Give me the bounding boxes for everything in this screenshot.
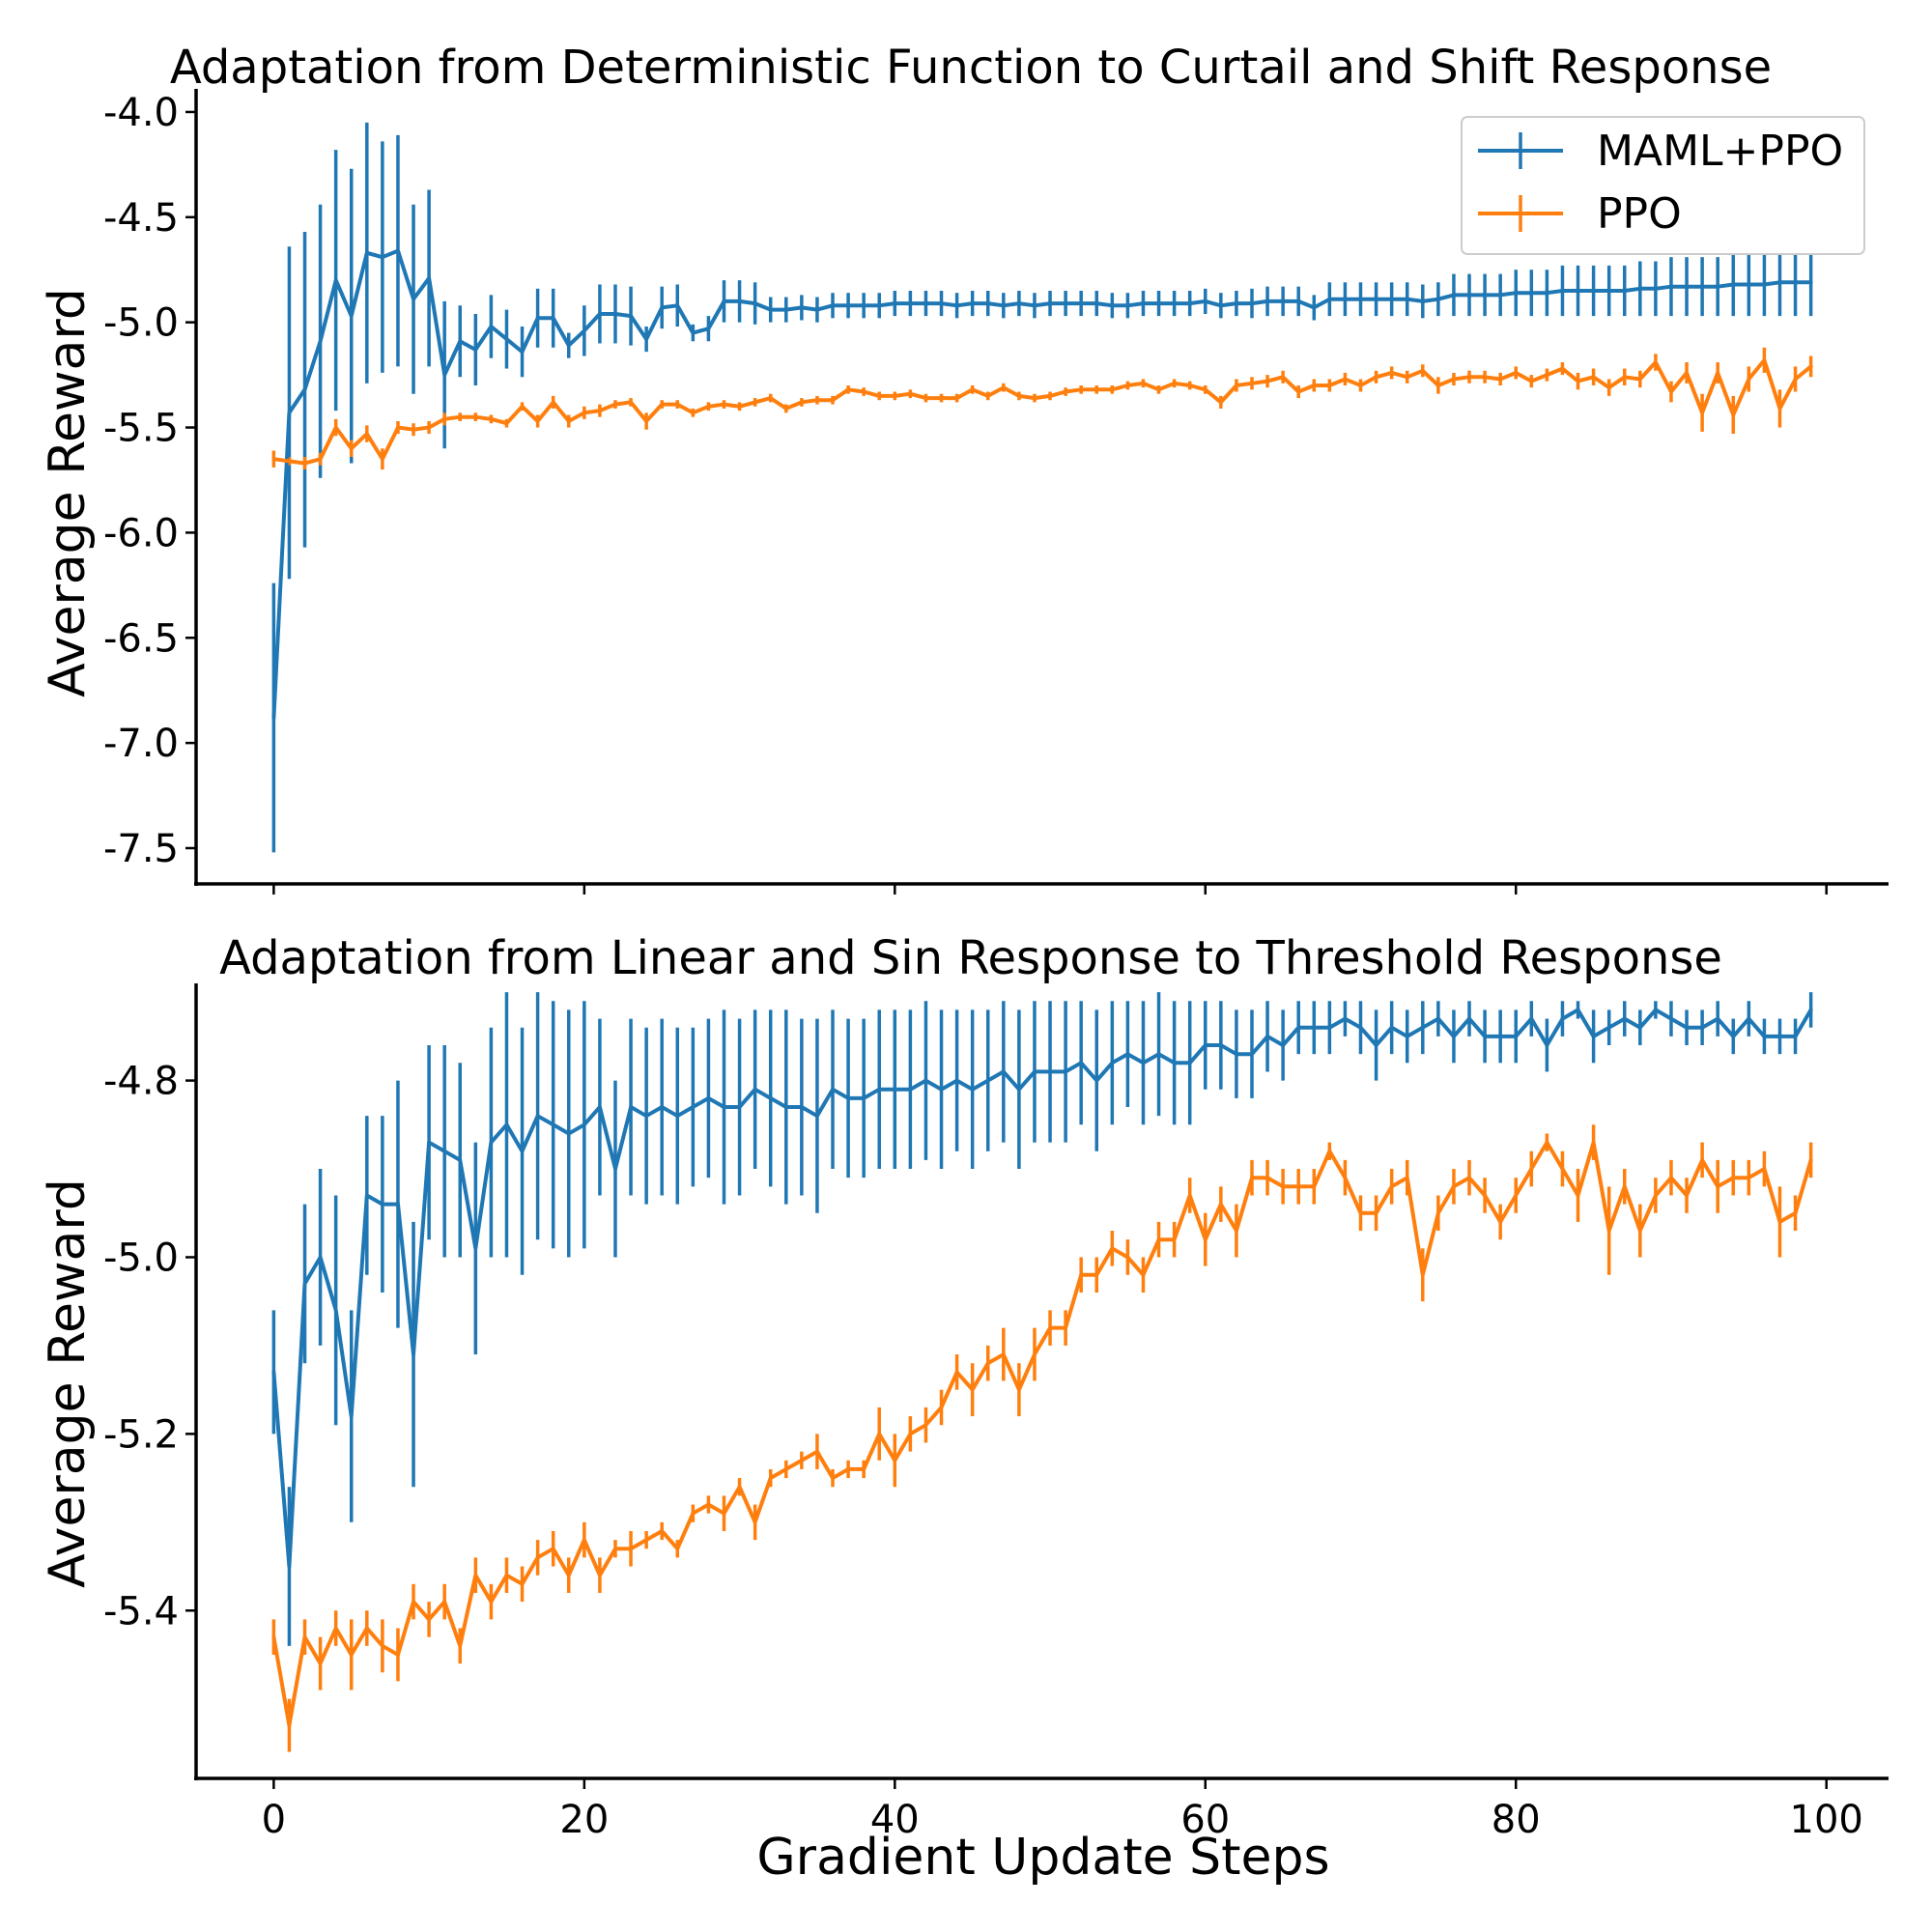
bottom-y-tick-label: -4.8 (103, 1060, 179, 1104)
top-y-tick-label: -4.0 (103, 91, 179, 135)
legend: MAML+PPO PPO (1461, 116, 1865, 255)
bottom-panel: Adaptation from Linear and Sin Response … (39, 931, 1889, 1887)
bottom-errorbars (271, 992, 1813, 1752)
bottom-y-ticks: -5.4 -5.2 -5.0 -4.8 (103, 1060, 196, 1634)
top-chart-title: Adaptation from Deterministic Function t… (170, 41, 1772, 95)
bottom-x-ticks: 0 20 40 60 80 100 (262, 1778, 1863, 1842)
legend-label-maml-ppo: MAML+PPO (1597, 127, 1843, 176)
bottom-x-tick-label: 40 (870, 1798, 920, 1842)
top-ppo-line (271, 357, 1813, 466)
top-y-tick-label: -5.5 (103, 407, 179, 451)
top-y-tick-label: -5.0 (103, 301, 179, 346)
bottom-ppo-line (271, 1140, 1813, 1728)
bottom-x-tick-label: 100 (1790, 1798, 1863, 1842)
top-y-tick-label: -7.5 (103, 827, 179, 871)
bottom-y-tick-label: -5.2 (103, 1412, 179, 1457)
bottom-y-axis-label: Average Reward (39, 1179, 97, 1588)
top-y-tick-label: -6.5 (103, 616, 179, 661)
bottom-series-lines (271, 1008, 1813, 1728)
x-axis-label: Gradient Update Steps (756, 1829, 1329, 1887)
bottom-chart-title: Adaptation from Linear and Sin Response … (219, 931, 1722, 985)
top-maml-ppo-line (271, 248, 1813, 720)
legend-entry-maml-ppo: MAML+PPO (1478, 127, 1843, 176)
bottom-x-tick-label: 20 (559, 1798, 609, 1842)
bottom-x-tick-label: 80 (1492, 1798, 1541, 1842)
legend-label-ppo: PPO (1597, 189, 1682, 239)
legend-entry-ppo: PPO (1478, 189, 1682, 239)
top-y-tick-label: -7.0 (103, 722, 179, 766)
top-y-axis-label: Average Reward (39, 288, 97, 697)
top-y-tick-label: -4.5 (103, 196, 179, 241)
bottom-maml-ppo-line (271, 1008, 1813, 1569)
bottom-x-tick-label: 0 (262, 1798, 286, 1842)
bottom-x-tick-label: 60 (1180, 1798, 1230, 1842)
top-x-ticks (272, 884, 1828, 895)
top-series-lines (271, 248, 1813, 720)
top-y-tick-label: -6.0 (103, 511, 179, 555)
bottom-y-tick-label: -5.0 (103, 1236, 179, 1280)
top-y-ticks: -7.5 -7.0 -6.5 -6.0 -5.5 -5.0 -4.5 -4.0 (103, 91, 196, 871)
bottom-y-tick-label: -5.4 (103, 1589, 179, 1634)
top-panel: Adaptation from Deterministic Function t… (39, 41, 1889, 895)
